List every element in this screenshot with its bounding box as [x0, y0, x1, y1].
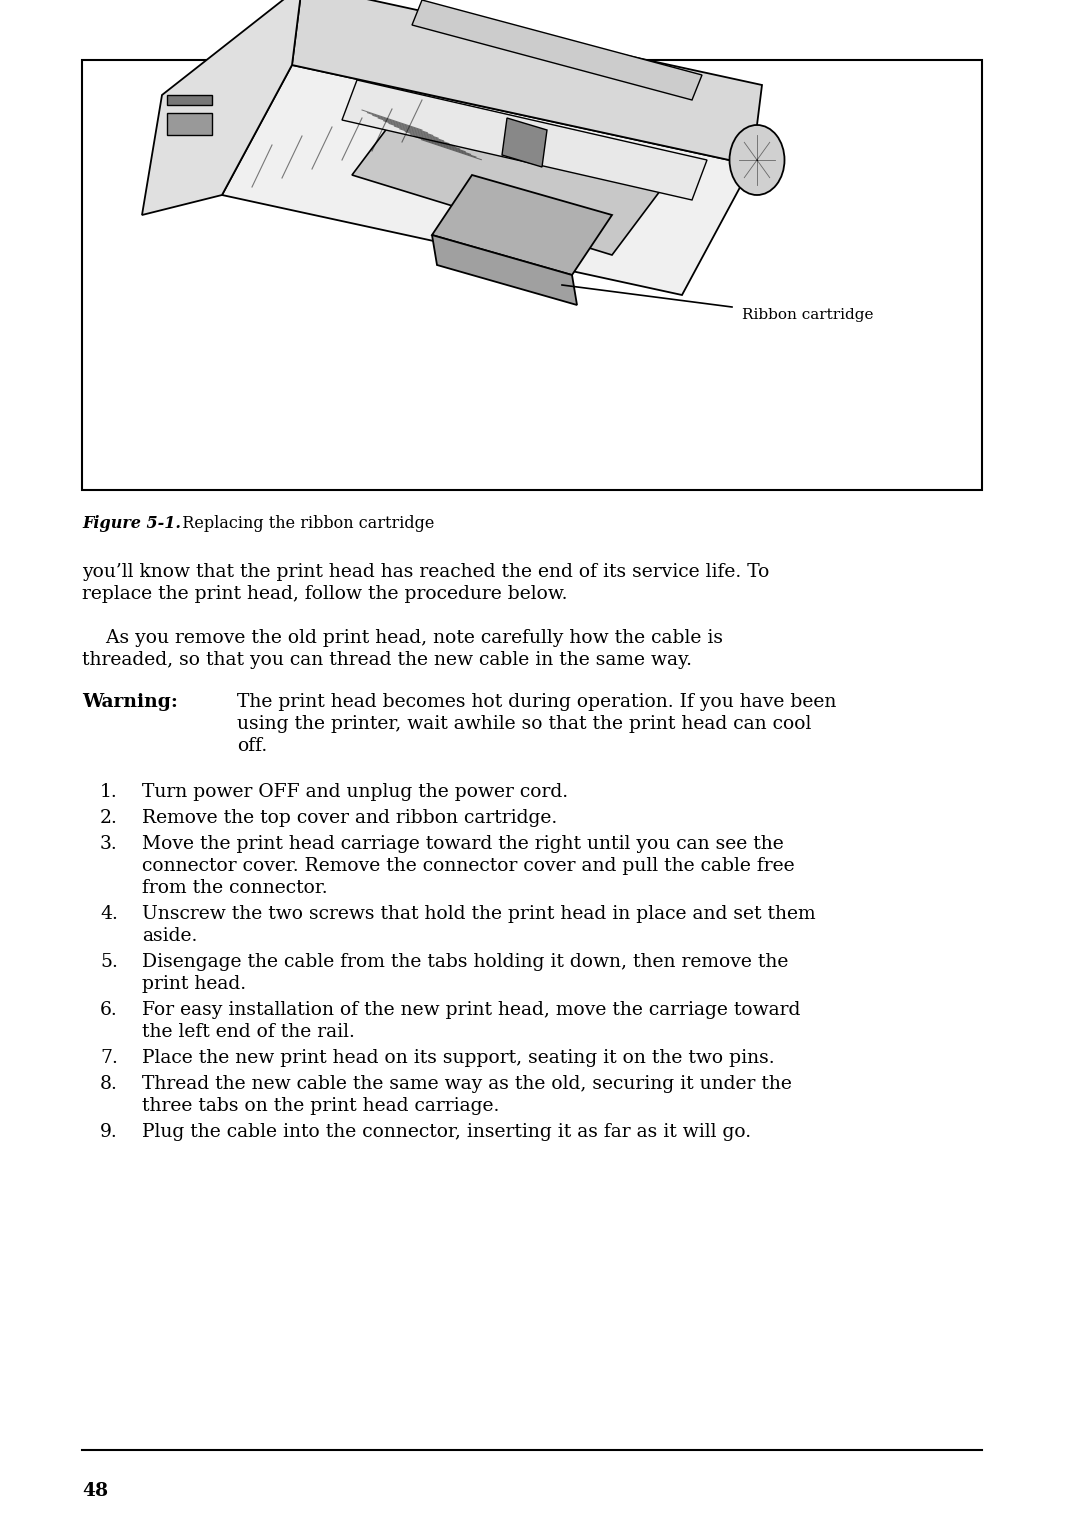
Text: 6.: 6.: [100, 1001, 118, 1019]
Text: Ribbon cartridge: Ribbon cartridge: [742, 309, 874, 322]
Bar: [167, 95, 212, 105]
Text: 5.: 5.: [100, 953, 118, 970]
Text: using the printer, wait awhile so that the print head can cool: using the printer, wait awhile so that t…: [237, 715, 811, 733]
Text: 1.: 1.: [100, 782, 118, 801]
Text: The print head becomes hot during operation. If you have been: The print head becomes hot during operat…: [237, 694, 836, 711]
Text: 9.: 9.: [100, 1123, 118, 1141]
Text: For easy installation of the new print head, move the carriage toward: For easy installation of the new print h…: [141, 1001, 800, 1019]
Bar: [167, 113, 212, 134]
Polygon shape: [222, 66, 752, 295]
Text: Disengage the cable from the tabs holding it down, then remove the: Disengage the cable from the tabs holdin…: [141, 953, 788, 970]
Text: 4.: 4.: [100, 905, 118, 923]
Text: Remove the top cover and ribbon cartridge.: Remove the top cover and ribbon cartridg…: [141, 808, 557, 827]
Polygon shape: [342, 79, 707, 200]
Text: Move the print head carriage toward the right until you can see the: Move the print head carriage toward the …: [141, 834, 784, 853]
Text: 7.: 7.: [100, 1050, 118, 1067]
Bar: [82, 60, 982, 490]
Text: aside.: aside.: [141, 927, 198, 944]
Text: Figure 5-1.: Figure 5-1.: [82, 515, 181, 532]
Text: Warning:: Warning:: [82, 694, 178, 711]
Text: connector cover. Remove the connector cover and pull the cable free: connector cover. Remove the connector co…: [141, 857, 795, 876]
Text: Unscrew the two screws that hold the print head in place and set them: Unscrew the two screws that hold the pri…: [141, 905, 815, 923]
Polygon shape: [432, 176, 612, 275]
Text: replace the print head, follow the procedure below.: replace the print head, follow the proce…: [82, 585, 567, 604]
Polygon shape: [141, 0, 302, 215]
Text: Turn power OFF and unplug the power cord.: Turn power OFF and unplug the power cord…: [141, 782, 568, 801]
Text: print head.: print head.: [141, 975, 246, 993]
Polygon shape: [292, 0, 762, 165]
Text: 2.: 2.: [100, 808, 118, 827]
Polygon shape: [411, 0, 702, 99]
Polygon shape: [432, 235, 577, 306]
Text: Place the new print head on its support, seating it on the two pins.: Place the new print head on its support,…: [141, 1050, 774, 1067]
Text: Plug the cable into the connector, inserting it as far as it will go.: Plug the cable into the connector, inser…: [141, 1123, 751, 1141]
Text: off.: off.: [237, 736, 267, 755]
Polygon shape: [352, 95, 672, 255]
Text: Thread the new cable the same way as the old, securing it under the: Thread the new cable the same way as the…: [141, 1076, 792, 1093]
Text: from the connector.: from the connector.: [141, 879, 327, 897]
Text: As you remove the old print head, note carefully how the cable is: As you remove the old print head, note c…: [82, 630, 723, 646]
Ellipse shape: [729, 125, 784, 196]
Text: three tabs on the print head carriage.: three tabs on the print head carriage.: [141, 1097, 499, 1115]
Text: Replacing the ribbon cartridge: Replacing the ribbon cartridge: [172, 515, 434, 532]
Text: you’ll know that the print head has reached the end of its service life. To: you’ll know that the print head has reac…: [82, 562, 769, 581]
Text: 8.: 8.: [100, 1076, 118, 1093]
Text: threaded, so that you can thread the new cable in the same way.: threaded, so that you can thread the new…: [82, 651, 692, 669]
Text: 48: 48: [82, 1482, 108, 1500]
Polygon shape: [502, 118, 546, 167]
Text: 3.: 3.: [100, 834, 118, 853]
Text: the left end of the rail.: the left end of the rail.: [141, 1024, 355, 1041]
